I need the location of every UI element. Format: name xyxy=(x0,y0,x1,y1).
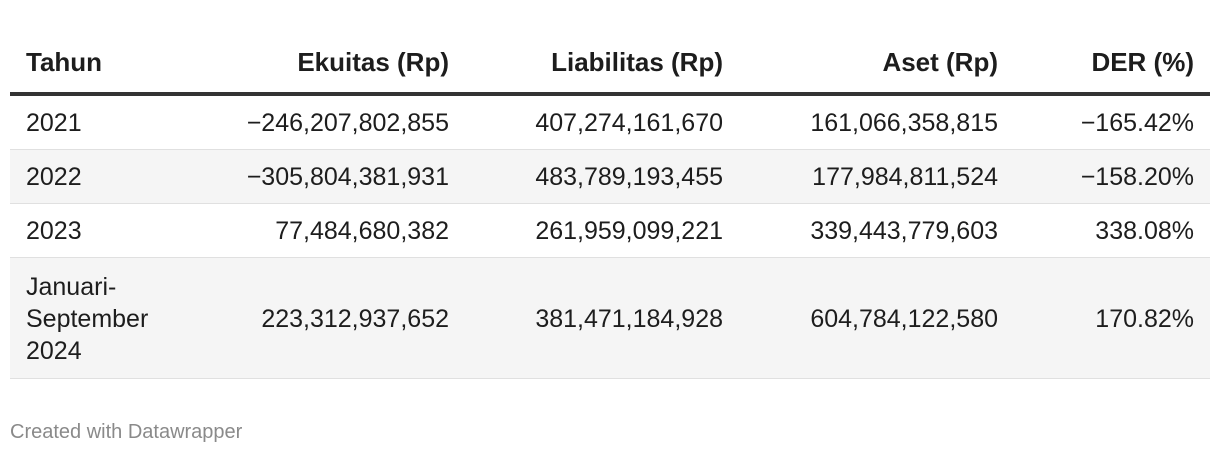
header-aset: Aset (Rp) xyxy=(739,36,1014,96)
header-liabilitas: Liabilitas (Rp) xyxy=(465,36,739,96)
cell-liabilitas: 381,471,184,928 xyxy=(465,257,739,379)
cell-der: −165.42% xyxy=(1014,94,1210,150)
cell-tahun-line: Januari- xyxy=(26,273,117,301)
cell-ekuitas: 77,484,680,382 xyxy=(210,203,465,258)
cell-der: −158.20% xyxy=(1014,149,1210,204)
cell-aset: 161,066,358,815 xyxy=(739,94,1014,150)
cell-ekuitas: 223,312,937,652 xyxy=(210,257,465,379)
header-der: DER (%) xyxy=(1014,36,1210,96)
footer-credit: Created with Datawrapper xyxy=(10,421,243,443)
table-row: 2021 −246,207,802,855 407,274,161,670 16… xyxy=(10,94,1210,150)
cell-tahun: Januari- September 2024 xyxy=(10,257,210,379)
cell-ekuitas: −246,207,802,855 xyxy=(210,94,465,150)
cell-aset: 604,784,122,580 xyxy=(739,257,1014,379)
header-ekuitas: Ekuitas (Rp) xyxy=(210,36,465,96)
cell-tahun: 2022 xyxy=(10,149,210,204)
cell-tahun: 2021 xyxy=(10,94,210,150)
cell-tahun-line: September xyxy=(26,305,149,333)
cell-liabilitas: 483,789,193,455 xyxy=(465,149,739,204)
cell-ekuitas: −305,804,381,931 xyxy=(210,149,465,204)
data-table: Tahun Ekuitas (Rp) Liabilitas (Rp) Aset … xyxy=(10,36,1210,379)
table-row: Januari- September 2024 223,312,937,652 … xyxy=(10,257,1210,379)
cell-liabilitas: 261,959,099,221 xyxy=(465,203,739,258)
cell-tahun-line: 2024 xyxy=(26,337,82,365)
data-table-wrapper: Tahun Ekuitas (Rp) Liabilitas (Rp) Aset … xyxy=(10,36,1210,379)
table-header-row: Tahun Ekuitas (Rp) Liabilitas (Rp) Aset … xyxy=(10,36,1210,96)
cell-der: 170.82% xyxy=(1014,257,1210,379)
cell-aset: 177,984,811,524 xyxy=(739,149,1014,204)
header-tahun: Tahun xyxy=(10,36,210,96)
cell-liabilitas: 407,274,161,670 xyxy=(465,94,739,150)
cell-der: 338.08% xyxy=(1014,203,1210,258)
table-row: 2022 −305,804,381,931 483,789,193,455 17… xyxy=(10,149,1210,204)
cell-tahun: 2023 xyxy=(10,203,210,258)
table-row: 2023 77,484,680,382 261,959,099,221 339,… xyxy=(10,203,1210,258)
cell-aset: 339,443,779,603 xyxy=(739,203,1014,258)
